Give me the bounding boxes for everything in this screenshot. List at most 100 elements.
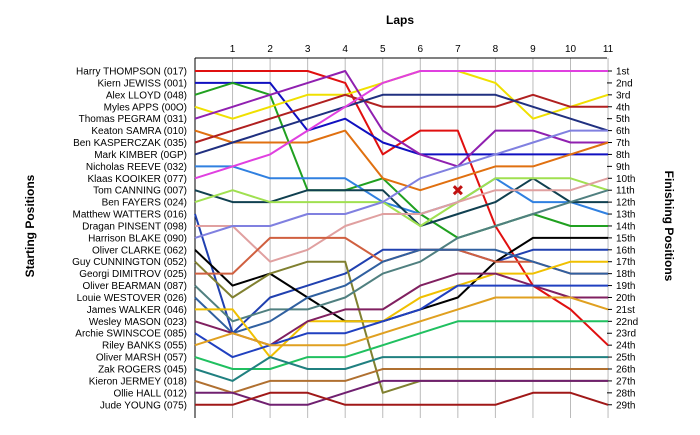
- starting-position-label: Tom CANNING (007): [93, 186, 187, 197]
- driver-series-line: [194, 248, 608, 335]
- driver-series-line: [194, 368, 608, 394]
- driver-series-line: [195, 177, 609, 263]
- starting-position-label: Klaas KOOIKER (077): [88, 174, 187, 185]
- driver-series-line: [194, 70, 608, 180]
- driver-series-line: [194, 177, 608, 227]
- starting-position-label: Oliver CLARKE (062): [92, 245, 187, 256]
- finishing-position-label: 25th: [616, 353, 635, 364]
- driver-series-line: [194, 213, 608, 335]
- finishing-position-label: 12th: [616, 198, 635, 209]
- starting-position-label: Dragan PINSENT (098): [82, 221, 187, 232]
- starting-position-label: James WALKER (046): [87, 305, 187, 316]
- driver-series-line: [194, 81, 608, 239]
- lap-tick-label: 8: [493, 44, 499, 55]
- driver-series-line: [194, 296, 609, 347]
- chart-title: Laps: [386, 13, 414, 27]
- finishing-position-label: 3rd: [616, 90, 630, 101]
- finishing-position-label: 10th: [616, 174, 635, 185]
- finishing-position-label: 1st: [616, 67, 630, 78]
- y-axis-right-label: Finishing Positions: [662, 171, 676, 282]
- finishing-position-label: 15th: [616, 233, 635, 244]
- starting-position-label: Riley BANKS (055): [102, 341, 187, 352]
- starting-position-label: Archie SWINSCOE (085): [75, 329, 187, 340]
- starting-position-label: Wesley MASON (023): [89, 317, 187, 328]
- finishing-position-label: 16th: [616, 245, 635, 256]
- finishing-position-label: 23rd: [616, 329, 636, 340]
- driver-series-line: [194, 93, 609, 156]
- driver-series-line: [194, 320, 608, 370]
- driver-series-line: [194, 284, 608, 359]
- starting-position-label: Mark KIMBER (0GP): [94, 150, 187, 161]
- starting-position-label: Harrison BLAKE (090): [88, 233, 187, 244]
- starting-position-label: Kieron JERMEY (018): [89, 376, 187, 387]
- starting-position-labels: Harry THOMPSON (017)Kiern JEWISS (001)Al…: [72, 67, 187, 412]
- lap-tick-label: 11: [603, 44, 614, 55]
- finishing-position-label: 4th: [616, 102, 630, 113]
- retirement-marker: [452, 185, 463, 196]
- driver-series-line: [194, 129, 608, 239]
- starting-position-label: Ben KASPERCZAK (035): [73, 138, 187, 149]
- lap-tick-label: 4: [342, 44, 348, 55]
- starting-position-label: Nicholas REEVE (032): [86, 162, 187, 173]
- starting-position-label: Ollie HALL (012): [113, 388, 187, 399]
- driver-series-line: [194, 129, 609, 192]
- lap-tick-label: 7: [455, 44, 461, 55]
- starting-position-label: Guy CUNNINGTON (052): [72, 257, 187, 268]
- finishing-position-label: 18th: [616, 269, 635, 280]
- finishing-position-label: 28th: [616, 388, 635, 399]
- starting-position-label: Harry THOMPSON (017): [76, 67, 187, 78]
- lap-tick-labels: 1 2 3 4 5 6 7 8 9 10 11: [230, 44, 614, 55]
- starting-position-label: Georgi DIMITROV (025): [79, 269, 187, 280]
- starting-position-label: Oliver BEARMAN (087): [83, 281, 187, 292]
- starting-position-label: Zak ROGERS (045): [98, 365, 187, 376]
- finishing-position-label: 29th: [616, 400, 635, 411]
- finishing-position-label: 11th: [616, 186, 635, 197]
- finishing-position-label: 5th: [616, 114, 630, 125]
- driver-series-line: [195, 81, 608, 156]
- finishing-position-label: 21st: [616, 305, 635, 316]
- lap-tick-label: 1: [230, 44, 236, 55]
- finishing-position-labels: 1st2nd3rd4th5th6th7th8th9th10th11th12th1…: [607, 67, 638, 411]
- starting-position-label: Jude YOUNG (075): [100, 400, 187, 411]
- starting-position-label: Keaton SAMRA (010): [91, 126, 187, 137]
- driver-series-line: [195, 391, 609, 406]
- lap-tick-label: 5: [380, 44, 386, 55]
- starting-position-label: Alex LLOYD (048): [106, 90, 187, 101]
- starting-position-label: Ben FAYERS (024): [102, 198, 187, 209]
- finishing-position-label: 8th: [616, 150, 630, 161]
- starting-position-label: Oliver MARSH (057): [96, 353, 187, 364]
- finishing-position-label: 27th: [616, 376, 635, 387]
- driver-series-line: [195, 379, 608, 406]
- lap-tick-label: 3: [305, 44, 311, 55]
- starting-position-label: Kiern JEWISS (001): [98, 78, 187, 89]
- driver-series-line: [195, 260, 608, 359]
- driver-series-line: [194, 356, 608, 382]
- lap-tick-label: 2: [267, 44, 273, 55]
- starting-position-label: Matthew WATTERS (016): [73, 210, 187, 221]
- finishing-position-label: 17th: [616, 257, 635, 268]
- y-axis-left-label: Starting Positions: [23, 174, 37, 277]
- finishing-position-label: 2nd: [616, 78, 633, 89]
- finishing-position-label: 26th: [616, 365, 635, 376]
- lap-tick-label: 9: [530, 44, 536, 55]
- driver-series-line: [194, 70, 608, 168]
- finishing-position-label: 20th: [616, 293, 635, 304]
- lap-tick-label: 6: [418, 44, 424, 55]
- finishing-position-label: 13th: [616, 210, 635, 221]
- finishing-position-label: 24th: [616, 341, 635, 352]
- finishing-position-label: 14th: [616, 221, 635, 232]
- finishing-position-label: 6th: [616, 126, 630, 137]
- finishing-position-label: 22nd: [616, 317, 638, 328]
- starting-position-label: Myles APPS (00O): [104, 102, 187, 113]
- driver-series-line: [194, 93, 608, 144]
- finishing-position-label: 19th: [616, 281, 635, 292]
- lap-tick-label: 10: [565, 44, 577, 55]
- driver-series-line: [194, 189, 609, 323]
- finishing-position-label: 9th: [616, 162, 630, 173]
- retirement-markers: [452, 185, 463, 196]
- driver-series-lines: [194, 70, 609, 406]
- starting-position-label: Thomas PEGRAM (031): [79, 114, 187, 125]
- finishing-position-label: 7th: [616, 138, 630, 149]
- starting-position-label: Louie WESTOVER (026): [77, 293, 187, 304]
